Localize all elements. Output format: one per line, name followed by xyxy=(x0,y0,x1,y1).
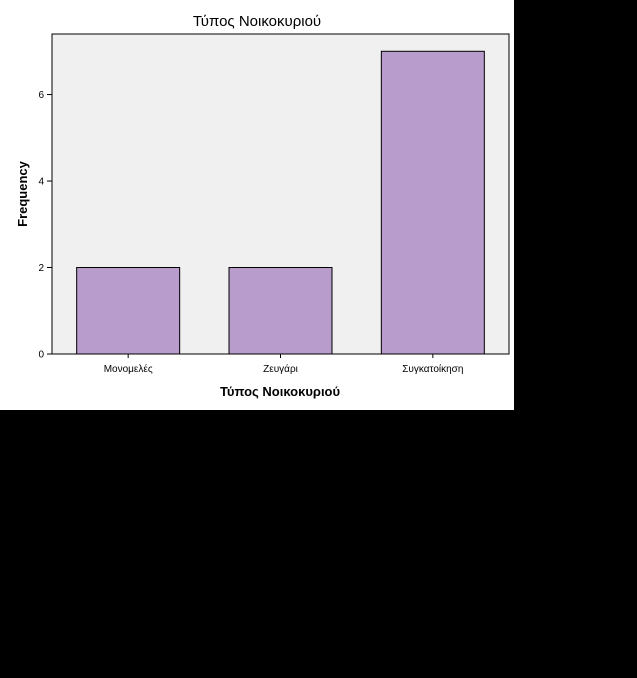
y-tick-label: 6 xyxy=(38,90,44,101)
bars-group xyxy=(76,50,485,355)
bar-chart: 0 2 4 6 Μονομελές Ζευγάρι Συγκατοίκηση Τύπος … xyxy=(15,13,510,399)
x-axis-label: Τύπος Νοικοκυριού xyxy=(220,384,341,399)
y-tick-label: 4 xyxy=(38,177,44,188)
bar-1 xyxy=(76,267,181,355)
chart-title: Τύπος Νοικοκυριού xyxy=(193,13,321,30)
x-tick-label: Συγκατοίκηση xyxy=(402,363,463,375)
y-tick-label: 2 xyxy=(38,263,44,274)
y-tick-label: 0 xyxy=(38,350,44,361)
x-tick-label: Μονομελές xyxy=(104,363,153,375)
chart-panel: 0 2 4 6 Μονομελές Ζευγάρι Συγκατοίκηση Τύπος … xyxy=(0,0,514,410)
x-axis: Μονομελές Ζευγάρι Συγκατοίκηση xyxy=(104,354,463,375)
bar-2 xyxy=(228,267,333,355)
bar-3 xyxy=(380,50,485,355)
x-tick-label: Ζευγάρι xyxy=(263,363,298,375)
y-axis-label: Frequency xyxy=(15,160,30,227)
y-axis: 0 2 4 6 xyxy=(38,90,52,361)
